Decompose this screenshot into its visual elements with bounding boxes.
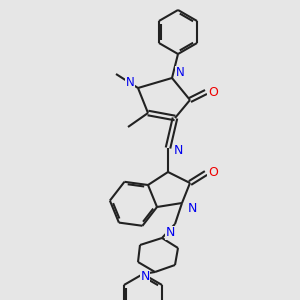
Text: N: N xyxy=(126,76,134,89)
Text: N: N xyxy=(140,271,150,284)
Text: N: N xyxy=(176,67,184,80)
Text: N: N xyxy=(187,202,197,214)
Text: N: N xyxy=(173,143,183,157)
Text: O: O xyxy=(208,166,218,178)
Text: O: O xyxy=(208,85,218,98)
Text: N: N xyxy=(165,226,175,239)
